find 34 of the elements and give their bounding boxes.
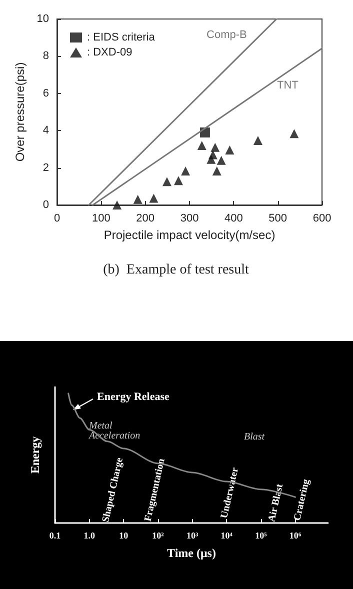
series-label: Comp-B: [206, 29, 247, 41]
annotation: Energy Release: [97, 391, 170, 403]
x-tick-label: 10⁴: [220, 530, 233, 540]
annotation: Blast: [244, 432, 265, 442]
legend-label: : DXD-09: [87, 46, 132, 58]
x-tick-label: 10⁶: [289, 530, 302, 540]
y-tick-label: 0: [42, 199, 49, 211]
series-label: TNT: [277, 79, 299, 92]
y-axis-title: Energy: [28, 436, 42, 474]
annotation: Shaped Charge: [100, 456, 126, 524]
text: (b) Example of test result: [103, 262, 249, 278]
y-tick-label: 10: [36, 13, 49, 25]
y-tick-label: 8: [42, 50, 49, 62]
x-tick-label: 10⁵: [255, 530, 268, 540]
y-tick-label: 6: [42, 87, 49, 100]
x-tick-label: 300: [180, 212, 199, 224]
x-tick-label: 400: [224, 212, 243, 224]
x-tick-label: 10: [119, 530, 129, 540]
x-axis-title: Projectile impact velocity(m/sec): [104, 228, 276, 242]
x-tick-label: 100: [92, 212, 110, 224]
x-tick-label: 200: [136, 212, 155, 224]
annotation: Cratering: [292, 478, 312, 522]
x-tick-label: 0: [54, 212, 60, 224]
y-tick-label: 4: [42, 124, 49, 137]
y-axis-title: Over pressure(psi): [12, 62, 27, 162]
x-tick-label: 600: [312, 212, 332, 224]
legend-label: : EIDS criteria: [87, 32, 156, 44]
x-tick-label: 10²: [152, 530, 164, 540]
x-tick-label: 500: [268, 212, 288, 224]
x-axis-title: Time (μs): [167, 546, 216, 560]
x-tick-label: 10³: [186, 530, 198, 540]
y-tick-label: 2: [42, 162, 49, 174]
x-tick-label: 0.1: [49, 530, 62, 540]
x-tick-label: 1.0: [84, 530, 96, 540]
